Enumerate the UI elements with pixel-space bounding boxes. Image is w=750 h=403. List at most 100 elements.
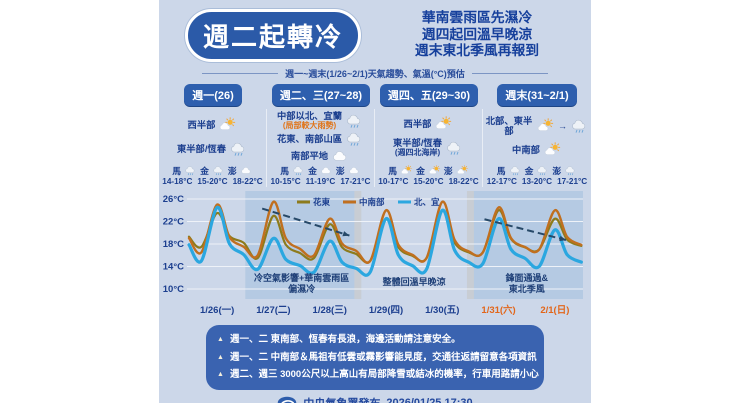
region-label: 東半部/恆春 (176, 143, 227, 154)
temp-range: 18-22°C (448, 177, 479, 186)
rain-icon (570, 118, 589, 134)
svg-text:1/30(五): 1/30(五) (425, 305, 459, 316)
temperature-row: 10-15°C 11-19°C 17-21°C (269, 177, 372, 186)
svg-text:北、宜: 北、宜 (414, 197, 440, 207)
region-warning: (局部較大雨勢) (282, 120, 337, 130)
page-title: 週二起轉冷 (185, 9, 362, 62)
islands-row: 馬 金 澎 (377, 164, 480, 177)
partly-cloudy-icon (536, 118, 555, 134)
rain-icon (184, 165, 197, 176)
rain-icon (345, 131, 364, 147)
arrow-right-icon: → (558, 121, 567, 131)
divider-line (471, 73, 548, 74)
publish-datetime: 2026/01/25 17:30 (386, 396, 473, 403)
partly-cloudy-icon (543, 142, 562, 158)
rain-icon (345, 113, 364, 129)
rain-icon (445, 140, 464, 156)
footer: 中央氣象署發布 2026/01/25 17:30 (159, 395, 591, 403)
partly-cloudy-icon (428, 165, 441, 176)
svg-text:1/28(三): 1/28(三) (313, 305, 347, 316)
temp-range: 18-22°C (232, 177, 263, 186)
temp-range: 11-19°C (305, 177, 336, 186)
svg-text:花東: 花東 (313, 197, 331, 207)
rain-icon (564, 165, 577, 176)
warning-triangle-icon: ▲ (217, 371, 224, 378)
svg-text:1/29(四): 1/29(四) (369, 305, 403, 316)
header: 週二起轉冷 華南雲雨區先濕冷 週四起回溫早晚涼 週末東北季風再報到 (159, 0, 591, 62)
note-text: 週一、二 中南部＆馬祖有低雲或霧影響能見度，交通往返請留意各項資訊 (229, 351, 537, 363)
svg-text:鋒面通過&: 鋒面通過& (504, 272, 548, 283)
temperature-trend-chart: 26°C 22°C 18°C 14°C 10°C 花東 中南部 北、宜冷空氣影響+華南雲雨區偏… (163, 191, 583, 316)
forecast-column-thu-fri: 西半部 東半部/恆春 (週四北海岸) 馬 金 (375, 109, 483, 187)
cloudy-icon (320, 165, 333, 176)
cloudy-icon (348, 165, 361, 176)
region-label: 西半部 (187, 120, 216, 131)
svg-text:18°C: 18°C (163, 239, 184, 250)
svg-text:14°C: 14°C (163, 262, 184, 273)
advisory-note: ▲ 週一、二 東南部、恆春有長浪，海邊活動請注意安全。 (217, 331, 533, 349)
forecast-column-tue-wed: 中部以北、宜蘭 (局部較大雨勢) 花東、南部山區 南部平地 (267, 109, 375, 187)
forecast-column-monday: 西半部 東半部/恆春 馬 金 澎 14- (159, 109, 267, 187)
forecast-row: 南部平地 (269, 148, 372, 164)
island-label: 澎 (335, 166, 345, 176)
forecast-row: 北部、東半部 → (485, 116, 589, 136)
island-label: 金 (308, 166, 317, 176)
temp-range: 10-17°C (378, 177, 409, 186)
islands-row: 馬 金 澎 (269, 164, 372, 177)
rain-icon (229, 141, 248, 157)
forecast-row: 中南部 (485, 142, 589, 158)
region-label: 中部以北、宜蘭 (局部較大雨勢) (277, 111, 342, 131)
headline: 華南雲雨區先濕冷 週四起回溫早晚涼 週末東北季風再報到 (371, 9, 583, 60)
island-label: 澎 (227, 166, 237, 176)
partly-cloudy-icon (434, 116, 453, 132)
svg-text:整體回溫早晚涼: 整體回溫早晚涼 (382, 276, 446, 287)
forecast-row: 西半部 (377, 116, 480, 132)
note-text: 週一、二 東南部、恆春有長浪，海邊活動請注意安全。 (229, 334, 461, 345)
svg-text:東北季風: 東北季風 (509, 283, 545, 294)
temp-range: 12-17°C (486, 177, 517, 186)
island-label: 馬 (496, 166, 506, 176)
headline-line: 週末東北季風再報到 (414, 43, 540, 58)
island-label: 馬 (172, 166, 182, 176)
region-label: 中南部 (512, 145, 540, 155)
partly-cloudy-icon (400, 165, 413, 176)
island-label: 金 (200, 166, 209, 176)
svg-text:26°C: 26°C (163, 194, 184, 205)
publisher: 中央氣象署發布 (303, 395, 380, 403)
island-label: 馬 (388, 166, 398, 176)
weather-panel: 週二起轉冷 華南雲雨區先濕冷 週四起回溫早晚涼 週末東北季風再報到 週一~週末(… (159, 0, 591, 403)
region-label: 花東、南部山區 (276, 134, 343, 144)
headline-line: 華南雲雨區先濕冷 (421, 10, 533, 25)
temp-range: 13-20°C (521, 177, 553, 186)
temp-range: 14-18°C (162, 177, 193, 186)
rain-icon (509, 165, 522, 176)
islands-row: 馬 金 澎 (161, 164, 264, 177)
headline-line: 週四起回溫早晚涼 (421, 26, 533, 42)
region-label: 西半部 (403, 119, 432, 129)
region-name: 東半部/恆春 (392, 138, 443, 148)
svg-text:22°C: 22°C (163, 217, 184, 228)
partly-cloudy-icon (218, 117, 237, 133)
island-label: 澎 (552, 166, 562, 176)
svg-text:1/31(六): 1/31(六) (481, 304, 515, 316)
rain-icon (292, 165, 305, 176)
region-name: 中部以北、宜蘭 (276, 110, 343, 121)
svg-text:偏濕冷: 偏濕冷 (288, 283, 315, 294)
forecast-row: 西半部 (161, 117, 264, 133)
temp-range: 17-21°C (340, 177, 371, 186)
temp-range: 10-15°C (270, 177, 301, 186)
forecast-grid: 西半部 東半部/恆春 馬 金 澎 14- (159, 109, 591, 187)
cloudy-icon (240, 165, 253, 176)
cloudy-icon (331, 148, 350, 164)
day-group-monday: 週一(26) (184, 84, 242, 106)
svg-text:1/26(一): 1/26(一) (200, 305, 234, 316)
warning-triangle-icon: ▲ (217, 353, 224, 361)
warning-triangle-icon: ▲ (217, 336, 224, 343)
region-note: (週四北海岸) (394, 148, 441, 157)
forecast-row: 東半部/恆春 (週四北海岸) (377, 138, 480, 158)
partly-cloudy-icon (456, 165, 469, 176)
subtitle: 週一~週末(1/26~2/1)天氣趨勢、氣溫(°C)預估 (285, 69, 465, 79)
islands-row: 馬 金 澎 (485, 164, 589, 177)
temperature-row: 12-17°C 13-20°C 17-21°C (485, 177, 589, 186)
